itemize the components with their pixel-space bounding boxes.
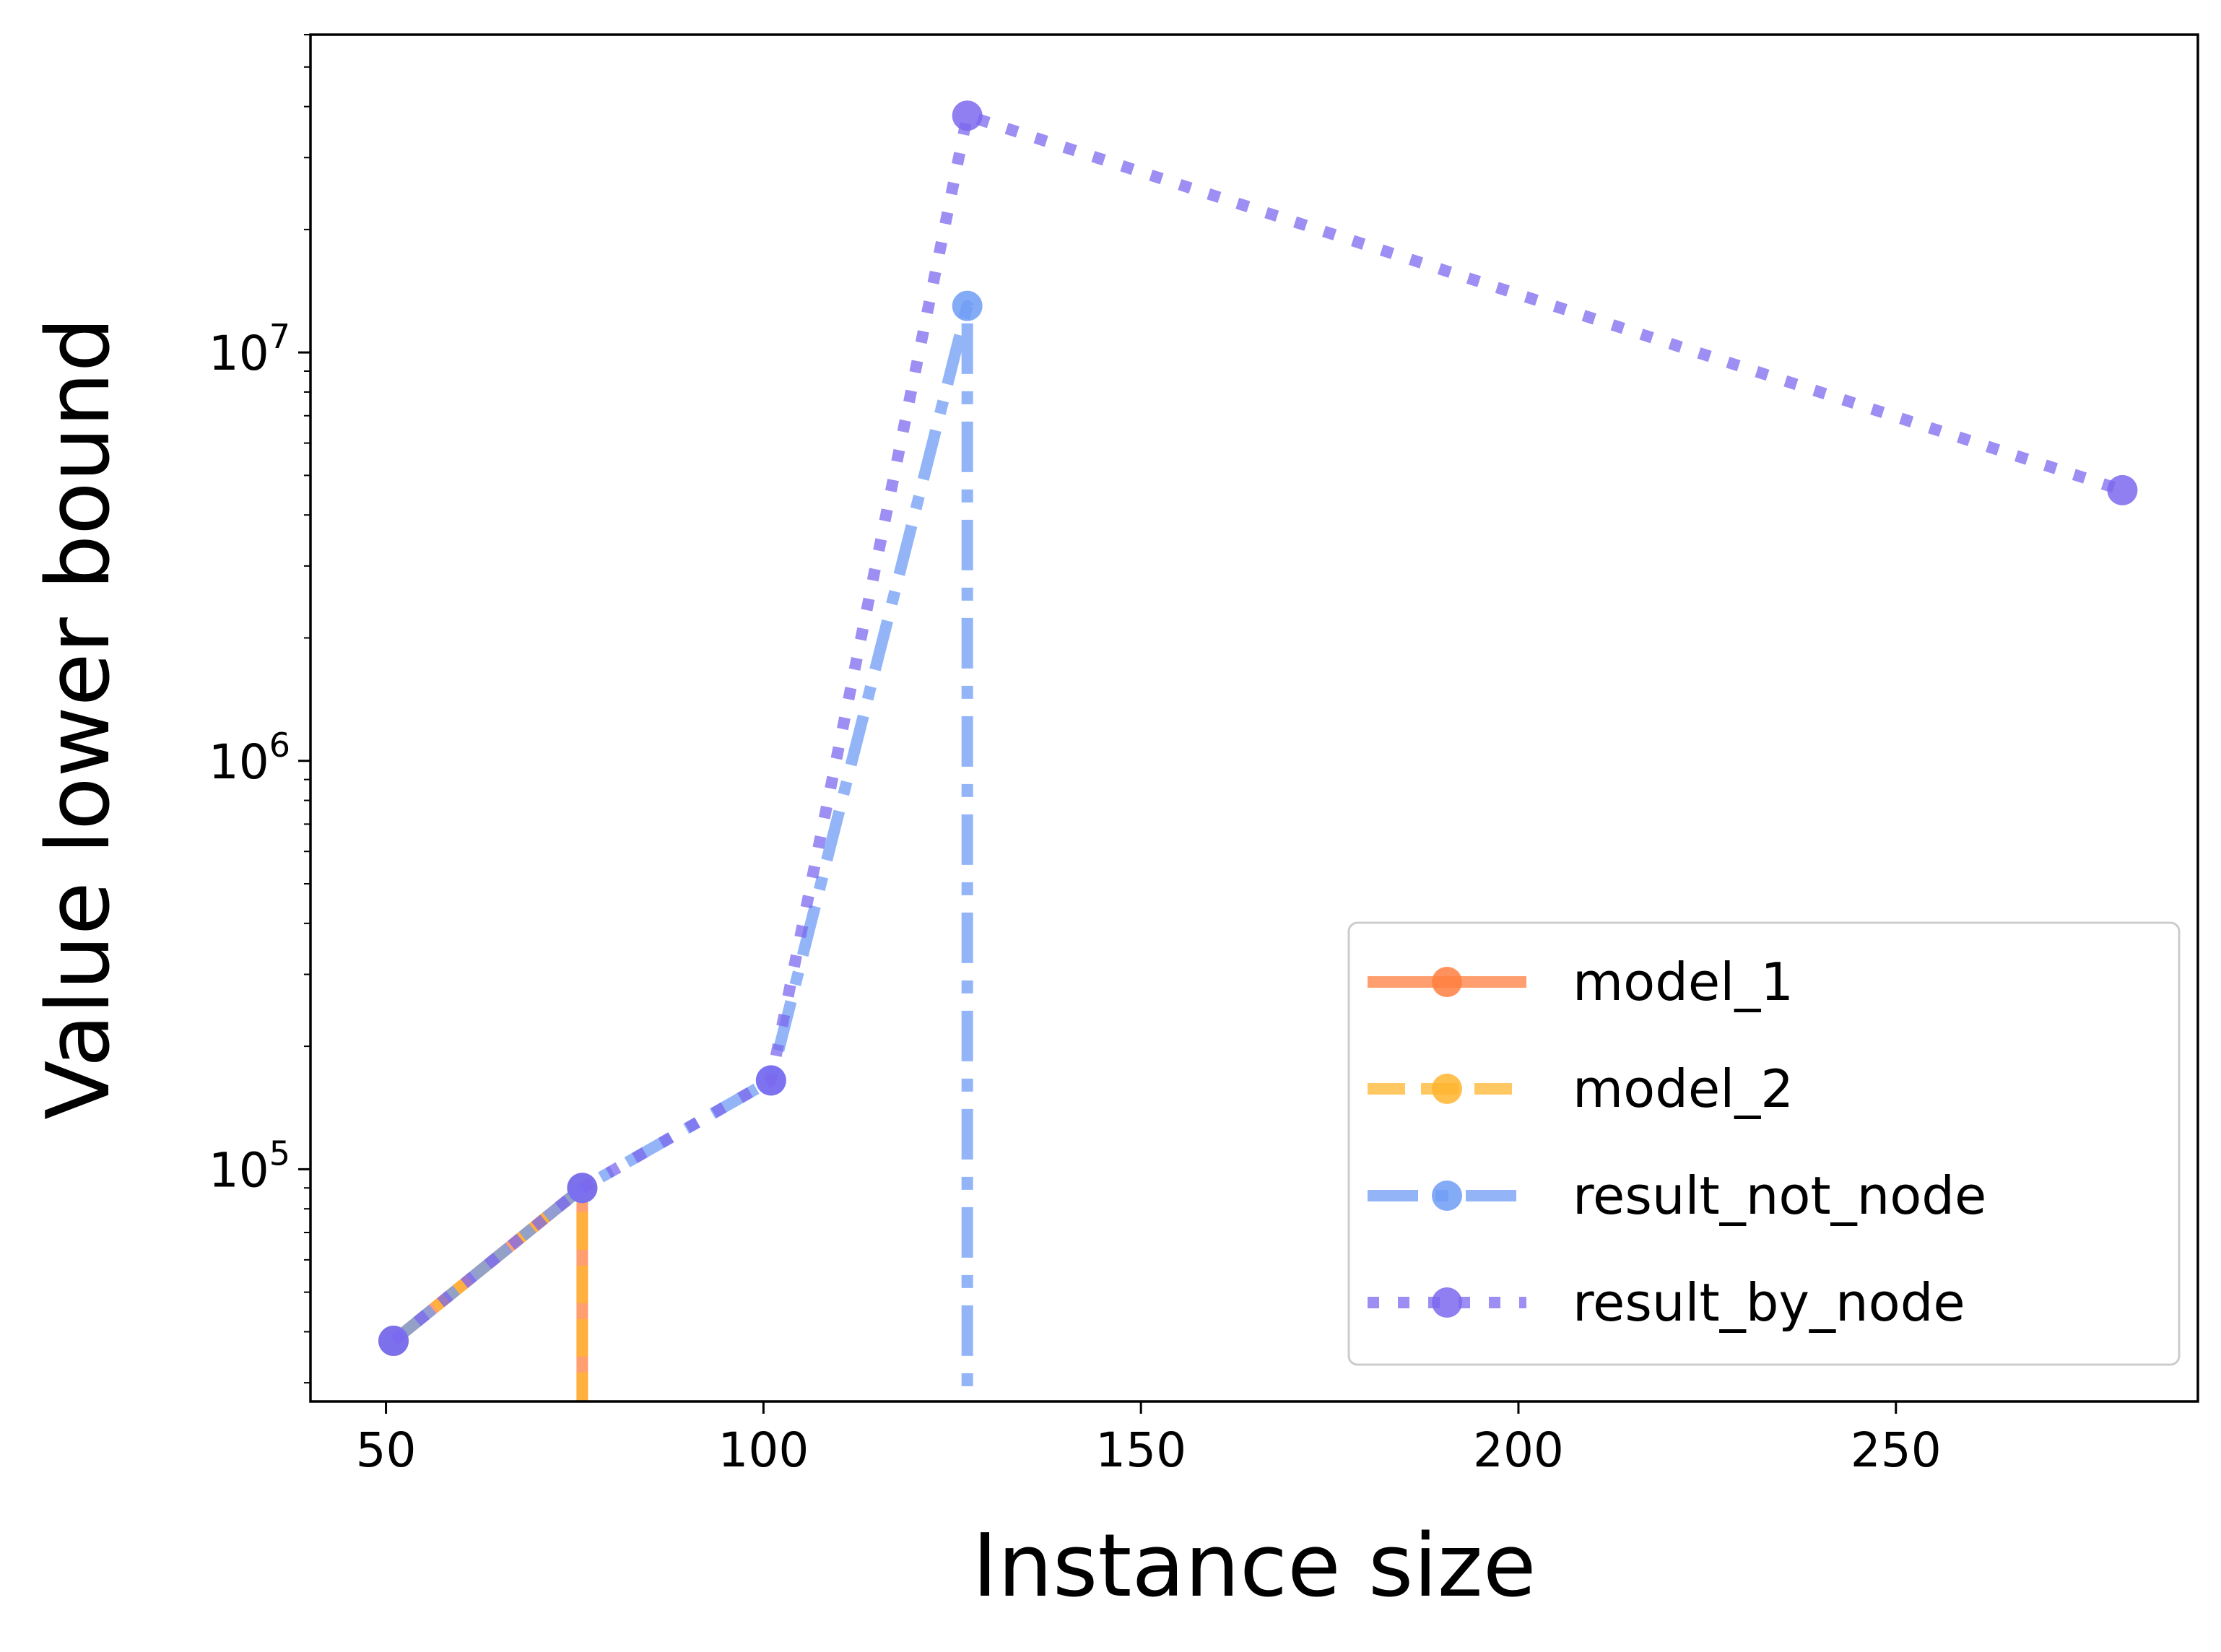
y-tick-label: 107 [209,317,290,381]
y-axis: 105 106 107 [209,34,310,1384]
y-axis-title: Value lower bound [29,317,129,1120]
legend: model_1 model_2 result_not_node result_by_n… [1347,921,2181,1366]
x-tick-label: 100 [718,1422,809,1478]
legend-item-model_2: model_2 [1368,1058,1794,1119]
series-result_by_node [378,100,2138,1357]
x-axis: 50 100 150 200 250 [356,1401,1942,1478]
x-tick-label: 200 [1473,1422,1564,1478]
x-tick-label: 250 [1851,1422,1942,1478]
x-tick-label: 50 [356,1422,417,1478]
series-layer [378,100,2138,1401]
legend-marker [1432,967,1462,997]
legend-marker [1432,1287,1462,1318]
y-tick-label: 106 [209,726,290,790]
data-point [755,1065,786,1096]
y-tick-label: 105 [209,1134,290,1198]
legend-item-result_not_node: result_not_node [1368,1165,1986,1226]
data-point [567,1173,598,1204]
legend-label: model_2 [1573,1058,1794,1119]
series-line [389,300,973,1401]
data-point [2107,474,2138,505]
legend-marker [1432,1074,1462,1104]
legend-box [1347,921,2181,1366]
x-axis-title: Instance size [972,1516,1536,1617]
x-tick-label: 150 [1095,1422,1186,1478]
data-point [378,1326,409,1357]
plot-frame [309,33,2199,1403]
series-line [389,1182,588,1401]
legend-marker [1432,1181,1462,1211]
legend-label: result_by_node [1573,1272,1965,1333]
legend-label: result_not_node [1573,1165,1986,1226]
data-point [952,290,983,321]
series-line [389,1182,588,1401]
data-point [952,100,983,131]
legend-item-model_1: model_1 [1368,952,1794,1012]
legend-label: model_1 [1573,952,1794,1012]
legend-item-result_by_node: result_by_node [1368,1272,1965,1333]
